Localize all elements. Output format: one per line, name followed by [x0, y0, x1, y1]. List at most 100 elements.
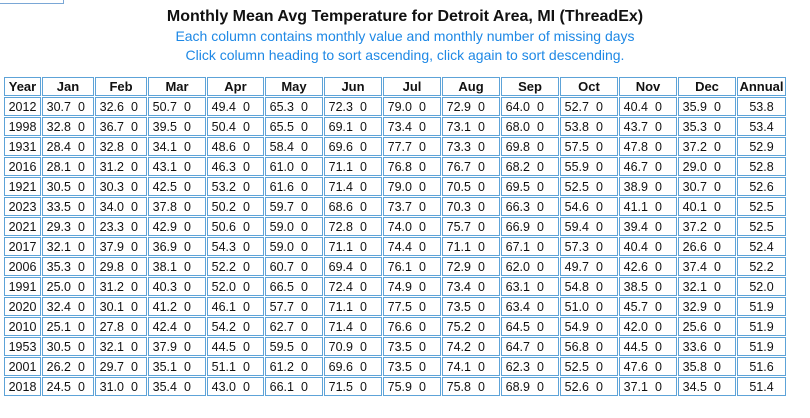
temperature-value: 52.5 [564, 359, 589, 374]
month-cell: 66.9 0 [501, 217, 559, 236]
month-cell: 46.3 0 [207, 157, 264, 176]
temperature-value: 61.2 [269, 359, 294, 374]
temperature-value: 77.5 [387, 299, 412, 314]
missing-days-count: 0 [537, 339, 544, 354]
temperature-value: 35.8 [682, 359, 707, 374]
month-cell: 46.7 0 [619, 157, 677, 176]
month-cell: 56.8 0 [560, 337, 618, 356]
temperature-value: 43.1 [152, 159, 177, 174]
missing-days-count: 0 [301, 139, 308, 154]
temperature-value: 29.7 [99, 359, 124, 374]
month-cell: 73.5 0 [383, 357, 441, 376]
temperature-value: 74.0 [387, 219, 412, 234]
temperature-value: 68.2 [505, 159, 530, 174]
temperature-value: 34.5 [682, 379, 707, 394]
column-header-aug[interactable]: Aug [442, 77, 500, 96]
missing-days-count: 0 [596, 339, 603, 354]
temperature-value: 35.3 [682, 119, 707, 134]
column-header-feb[interactable]: Feb [95, 77, 147, 96]
month-cell: 42.5 0 [148, 177, 206, 196]
month-cell: 38.9 0 [619, 177, 677, 196]
temperature-value: 47.8 [623, 139, 648, 154]
month-cell: 47.6 0 [619, 357, 677, 376]
month-cell: 34.0 0 [95, 197, 147, 216]
column-header-sep[interactable]: Sep [501, 77, 559, 96]
temperature-value: 69.1 [328, 119, 353, 134]
missing-days-count: 0 [131, 99, 138, 114]
temperature-value: 79.0 [387, 99, 412, 114]
column-header-jun[interactable]: Jun [324, 77, 382, 96]
month-cell: 32.4 0 [42, 297, 94, 316]
temperature-value: 35.9 [682, 99, 707, 114]
temperature-value: 59.0 [269, 239, 294, 254]
temperature-value: 32.6 [99, 99, 124, 114]
temperature-value: 30.5 [46, 179, 71, 194]
month-cell: 73.7 0 [383, 197, 441, 216]
month-cell: 66.5 0 [265, 277, 323, 296]
column-header-may[interactable]: May [265, 77, 323, 96]
month-cell: 35.9 0 [678, 97, 736, 116]
missing-days-count: 0 [655, 319, 662, 334]
column-header-dec[interactable]: Dec [678, 77, 736, 96]
column-header-annual[interactable]: Annual [737, 77, 786, 96]
table-row: 2023 33.5 0 34.0 0 37.8 0 50.2 0 59.7 0 68.6 0 73.7 0 7… [4, 197, 786, 216]
missing-days-count: 0 [243, 259, 250, 274]
month-cell: 62.3 0 [501, 357, 559, 376]
missing-days-count: 0 [655, 219, 662, 234]
temperature-value: 69.6 [328, 139, 353, 154]
month-cell: 43.1 0 [148, 157, 206, 176]
temperature-value: 50.6 [211, 219, 236, 234]
year-cell: 2020 [4, 297, 41, 316]
month-cell: 73.3 0 [442, 137, 500, 156]
column-header-mar[interactable]: Mar [148, 77, 206, 96]
month-cell: 75.2 0 [442, 317, 500, 336]
missing-days-count: 0 [360, 199, 367, 214]
missing-days-count: 0 [78, 359, 85, 374]
column-header-year[interactable]: Year [4, 77, 41, 96]
column-header-oct[interactable]: Oct [560, 77, 618, 96]
temperature-value: 50.4 [211, 119, 236, 134]
month-cell: 69.6 0 [324, 137, 382, 156]
month-cell: 34.1 0 [148, 137, 206, 156]
column-header-nov[interactable]: Nov [619, 77, 677, 96]
month-cell: 32.1 0 [42, 237, 94, 256]
missing-days-count: 0 [360, 379, 367, 394]
missing-days-count: 0 [596, 319, 603, 334]
temperature-value: 64.7 [505, 339, 530, 354]
month-cell: 43.0 0 [207, 377, 264, 396]
temperature-value: 73.1 [446, 119, 471, 134]
temperature-value: 37.9 [99, 239, 124, 254]
temperature-value: 31.2 [99, 159, 124, 174]
temperature-value: 54.3 [211, 239, 236, 254]
month-cell: 79.0 0 [383, 177, 441, 196]
month-cell: 30.7 0 [678, 177, 736, 196]
missing-days-count: 0 [184, 379, 191, 394]
temperature-value: 51.0 [564, 299, 589, 314]
missing-days-count: 0 [243, 99, 250, 114]
month-cell: 59.4 0 [560, 217, 618, 236]
temperature-value: 23.3 [99, 219, 124, 234]
top-input-field[interactable] [0, 0, 64, 4]
missing-days-count: 0 [714, 359, 721, 374]
temperature-value: 36.7 [99, 119, 124, 134]
month-cell: 37.9 0 [148, 337, 206, 356]
missing-days-count: 0 [596, 239, 603, 254]
subtitle-sort-instructions: Click column heading to sort ascending, … [185, 47, 625, 63]
table-row: 1931 28.4 0 32.8 0 34.1 0 48.6 0 58.4 0 69.6 0 77.7 0 7… [4, 137, 786, 156]
annual-cell: 52.5 [737, 217, 786, 236]
temperature-value: 24.5 [46, 379, 71, 394]
month-cell: 61.6 0 [265, 177, 323, 196]
temperature-value: 69.8 [505, 139, 530, 154]
month-cell: 42.4 0 [148, 317, 206, 336]
column-header-jan[interactable]: Jan [42, 77, 94, 96]
temperature-value: 56.8 [564, 339, 589, 354]
missing-days-count: 0 [537, 259, 544, 274]
month-cell: 69.6 0 [324, 357, 382, 376]
missing-days-count: 0 [243, 359, 250, 374]
column-header-jul[interactable]: Jul [383, 77, 441, 96]
month-cell: 35.8 0 [678, 357, 736, 376]
temperature-value: 49.7 [564, 259, 589, 274]
column-header-apr[interactable]: Apr [207, 77, 264, 96]
month-cell: 67.1 0 [501, 237, 559, 256]
month-cell: 57.5 0 [560, 137, 618, 156]
